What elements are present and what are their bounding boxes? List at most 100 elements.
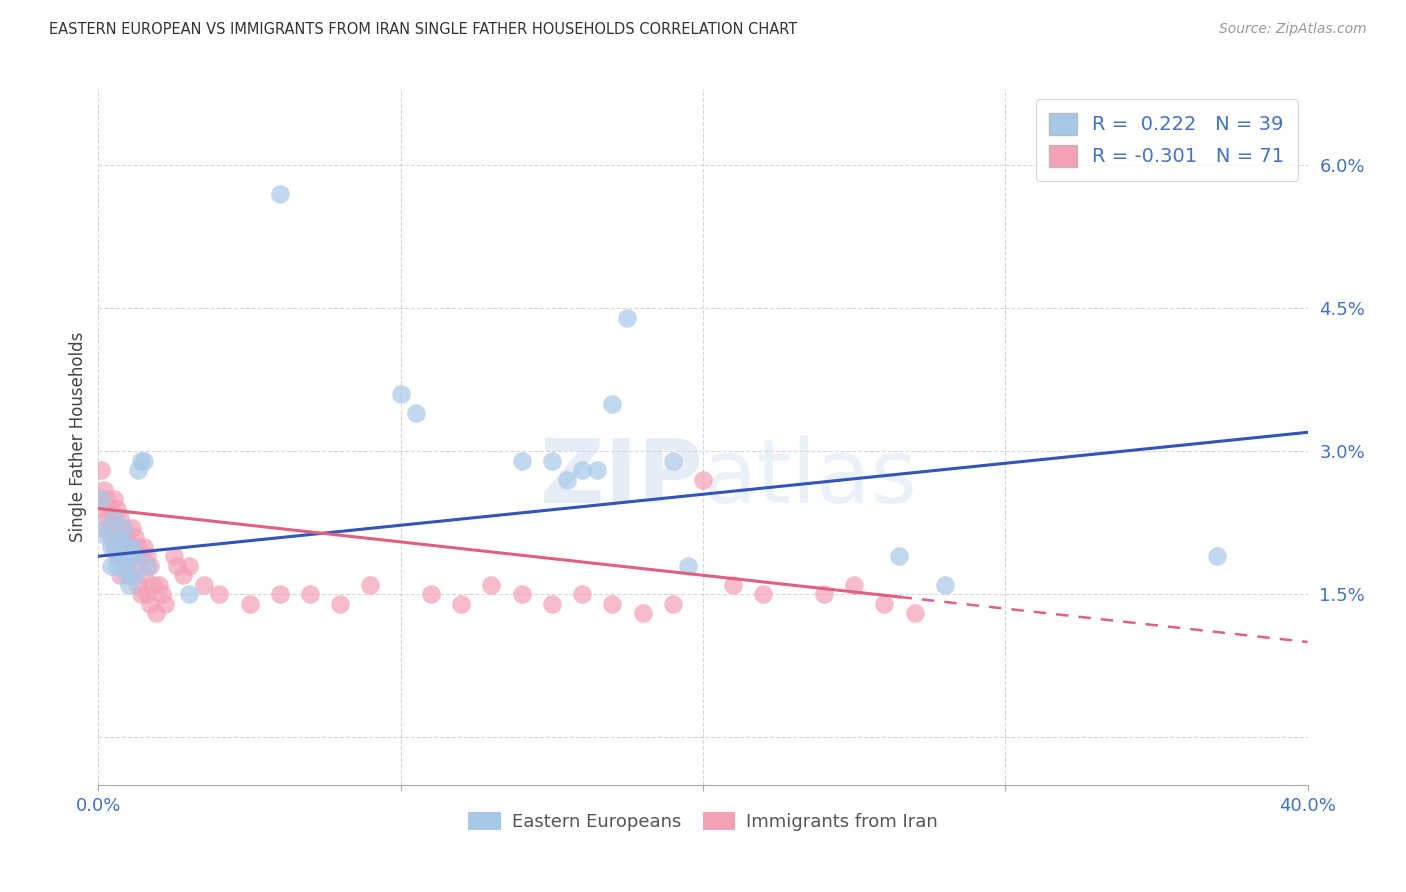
Point <box>752 587 775 601</box>
Point <box>132 568 155 582</box>
Point <box>179 587 201 601</box>
Point <box>129 587 152 601</box>
Point <box>389 387 412 401</box>
Point <box>108 549 131 564</box>
Legend: Eastern Europeans, Immigrants from Iran: Eastern Europeans, Immigrants from Iran <box>461 805 945 838</box>
Point <box>299 587 322 601</box>
Point <box>105 558 128 573</box>
Point <box>121 521 143 535</box>
Point <box>93 501 115 516</box>
Point <box>129 454 152 468</box>
Point <box>166 558 188 573</box>
Point <box>405 406 427 420</box>
Point <box>150 587 173 601</box>
Point <box>135 587 157 601</box>
Point <box>105 540 128 554</box>
Point <box>510 454 533 468</box>
Point <box>481 578 503 592</box>
Point <box>602 397 624 411</box>
Point <box>108 568 131 582</box>
Point <box>93 521 115 535</box>
Point <box>135 549 157 564</box>
Point <box>571 587 593 601</box>
Point <box>153 597 176 611</box>
Point <box>100 521 122 535</box>
Point <box>1206 549 1229 564</box>
Point <box>139 558 162 573</box>
Point <box>450 597 472 611</box>
Point <box>873 597 896 611</box>
Point <box>96 491 118 506</box>
Point <box>114 530 136 544</box>
Point <box>934 578 956 592</box>
Point <box>118 549 141 564</box>
Point <box>132 540 155 554</box>
Point <box>103 540 125 554</box>
Point <box>103 491 125 506</box>
Point <box>118 540 141 554</box>
Point <box>586 463 609 477</box>
Point <box>132 454 155 468</box>
Point <box>135 558 157 573</box>
Point <box>239 597 262 611</box>
Point <box>100 540 122 554</box>
Point <box>118 568 141 582</box>
Point <box>127 578 149 592</box>
Point <box>108 530 131 544</box>
Point <box>114 558 136 573</box>
Point <box>105 501 128 516</box>
Point <box>118 578 141 592</box>
Point <box>360 578 382 592</box>
Text: Source: ZipAtlas.com: Source: ZipAtlas.com <box>1219 22 1367 37</box>
Point <box>90 463 112 477</box>
Point <box>616 310 638 325</box>
Point <box>904 607 927 621</box>
Point <box>148 578 170 592</box>
Point <box>105 549 128 564</box>
Point <box>93 483 115 497</box>
Point <box>163 549 186 564</box>
Point <box>602 597 624 611</box>
Point <box>111 521 134 535</box>
Point <box>103 521 125 535</box>
Point <box>269 587 291 601</box>
Point <box>676 558 699 573</box>
Point <box>108 540 131 554</box>
Point <box>127 540 149 554</box>
Point <box>96 521 118 535</box>
Point <box>208 587 231 601</box>
Text: atlas: atlas <box>703 435 918 523</box>
Point <box>108 511 131 525</box>
Point <box>127 463 149 477</box>
Point <box>90 491 112 506</box>
Point <box>114 540 136 554</box>
Point <box>661 597 683 611</box>
Point <box>129 549 152 564</box>
Point <box>329 597 352 611</box>
Point <box>100 501 122 516</box>
Text: EASTERN EUROPEAN VS IMMIGRANTS FROM IRAN SINGLE FATHER HOUSEHOLDS CORRELATION CH: EASTERN EUROPEAN VS IMMIGRANTS FROM IRAN… <box>49 22 797 37</box>
Point <box>139 597 162 611</box>
Point <box>540 597 562 611</box>
Point <box>114 568 136 582</box>
Point <box>723 578 745 592</box>
Point <box>90 491 112 506</box>
Point <box>540 454 562 468</box>
Point <box>100 530 122 544</box>
Point <box>124 568 146 582</box>
Point <box>844 578 866 592</box>
Point <box>96 530 118 544</box>
Point <box>142 578 165 592</box>
Point <box>661 454 683 468</box>
Text: ZIP: ZIP <box>540 435 703 523</box>
Point <box>813 587 835 601</box>
Point <box>124 549 146 564</box>
Point <box>103 511 125 525</box>
Point <box>172 568 194 582</box>
Point <box>124 530 146 544</box>
Point <box>692 473 714 487</box>
Point <box>510 587 533 601</box>
Point <box>124 558 146 573</box>
Point <box>145 607 167 621</box>
Point <box>571 463 593 477</box>
